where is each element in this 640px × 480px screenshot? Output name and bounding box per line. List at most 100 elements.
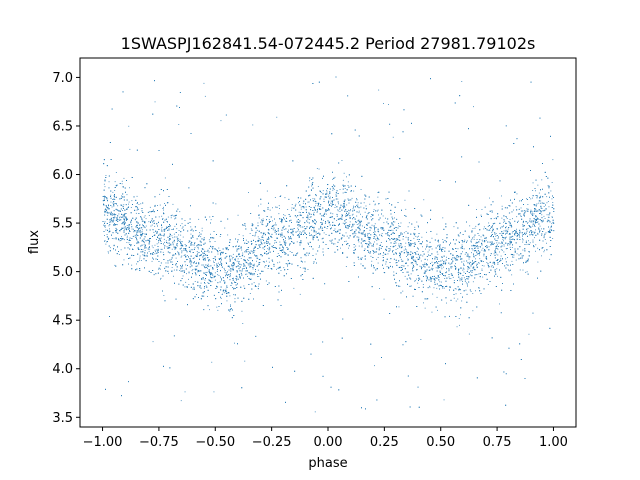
data-point: [250, 274, 252, 275]
data-point: [230, 273, 231, 274]
data-point: [470, 264, 472, 266]
data-point: [431, 237, 433, 239]
data-point: [491, 241, 493, 242]
data-point: [276, 237, 277, 239]
data-point: [438, 244, 440, 246]
data-point: [291, 204, 293, 205]
data-point: [535, 250, 536, 252]
data-point: [142, 249, 144, 251]
data-point: [460, 267, 462, 268]
data-point: [482, 247, 484, 249]
data-point: [266, 260, 267, 262]
data-point: [364, 233, 366, 235]
data-point: [318, 247, 320, 248]
data-point: [298, 211, 300, 213]
data-point: [358, 226, 360, 228]
data-point: [287, 263, 288, 265]
data-point: [505, 236, 507, 238]
data-point: [398, 243, 400, 245]
data-point: [392, 231, 394, 233]
data-point: [171, 267, 173, 268]
data-point: [284, 197, 286, 199]
data-point: [526, 198, 527, 200]
data-point: [180, 270, 182, 272]
data-point: [392, 136, 394, 138]
data-point: [174, 218, 176, 220]
data-point: [516, 253, 518, 255]
data-point: [450, 263, 452, 265]
data-point: [157, 205, 158, 206]
data-point: [402, 260, 404, 262]
data-point: [148, 250, 150, 252]
data-point: [302, 230, 304, 232]
data-point: [462, 269, 464, 271]
data-point: [249, 263, 251, 265]
data-point: [509, 246, 511, 248]
data-point: [263, 249, 265, 250]
data-point: [471, 252, 472, 254]
data-point: [142, 254, 144, 256]
data-point: [479, 258, 481, 260]
data-point: [128, 228, 129, 230]
data-point: [258, 205, 259, 207]
data-point: [191, 261, 193, 263]
data-point: [481, 249, 483, 251]
data-point: [491, 265, 493, 266]
data-point: [271, 237, 273, 238]
data-point: [463, 271, 465, 273]
data-point: [258, 217, 260, 219]
data-point: [532, 197, 533, 199]
data-point: [444, 260, 446, 262]
data-point: [361, 239, 363, 241]
data-point: [336, 220, 338, 221]
data-point: [550, 190, 552, 192]
data-point: [121, 236, 122, 238]
data-point: [470, 262, 472, 263]
data-point: [316, 195, 317, 197]
data-point: [457, 248, 459, 250]
data-point: [262, 261, 264, 262]
data-point: [254, 250, 256, 251]
data-point: [217, 253, 219, 255]
data-point: [345, 214, 347, 216]
data-point: [183, 229, 185, 231]
data-point: [131, 200, 133, 202]
data-point: [383, 298, 385, 300]
data-point: [319, 197, 321, 199]
data-point: [167, 247, 168, 249]
data-point: [181, 223, 183, 225]
data-point: [154, 204, 156, 206]
data-point: [493, 242, 495, 244]
data-point: [139, 248, 141, 250]
data-point: [323, 216, 325, 217]
data-point: [240, 258, 242, 259]
data-point: [509, 219, 511, 220]
data-point: [552, 202, 554, 203]
data-point: [528, 240, 529, 242]
data-point: [513, 256, 515, 258]
data-point: [407, 265, 409, 267]
data-point: [139, 255, 141, 257]
data-point: [514, 192, 516, 193]
data-point: [268, 261, 270, 263]
data-point: [229, 266, 231, 268]
data-point: [218, 262, 219, 264]
data-point: [295, 231, 297, 233]
data-point: [257, 239, 259, 241]
data-point: [534, 237, 535, 239]
data-point: [107, 251, 109, 253]
data-point: [299, 267, 301, 268]
data-point: [241, 269, 243, 271]
data-point: [261, 220, 263, 222]
data-point: [104, 211, 106, 213]
data-point: [358, 241, 360, 243]
data-point: [109, 228, 110, 230]
data-point: [472, 310, 474, 312]
data-point: [353, 223, 355, 225]
data-point: [528, 243, 530, 245]
data-point: [108, 181, 110, 183]
data-point: [262, 218, 264, 220]
data-point: [267, 241, 269, 243]
data-point: [438, 241, 439, 243]
data-point: [497, 275, 498, 277]
